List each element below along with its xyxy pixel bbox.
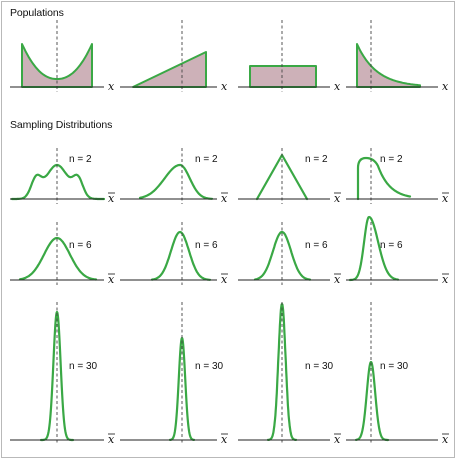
sampling-n30-col4-n-label: n = 30	[380, 361, 409, 372]
sampling-n2-col1-curve	[10, 163, 106, 201]
sampling-n2-col2-axis-label: x	[221, 192, 228, 205]
population-uniform-curve	[249, 65, 317, 88]
population-increasing-linear-curve	[132, 51, 207, 88]
sampling-n6-col3-axis-label: x	[334, 273, 341, 286]
sampling-n2-col1-axis-label: x	[108, 192, 115, 205]
sampling-n30-col4-axis-label: x	[442, 433, 449, 446]
sampling-n30-col4-curve	[354, 361, 390, 442]
sampling-n30-col1-n-label: n = 30	[69, 361, 98, 372]
populations-header: Populations	[10, 7, 64, 19]
sampling-n30-col1-curve	[39, 310, 75, 442]
sampling-n2-col4-curve	[356, 156, 412, 201]
population-u-shaped-curve	[21, 43, 93, 88]
population-uniform-axis-label: x	[334, 80, 341, 93]
sampling-n6-col2-n-label: n = 6	[195, 240, 218, 251]
sampling-n2-col3-axis-label: x	[334, 192, 341, 205]
sampling-n6-col3-curve	[253, 230, 312, 281]
sampling-n6-col4-axis-label: x	[442, 273, 449, 286]
population-u-shaped-axis-label: x	[108, 80, 115, 93]
sampling-n2-col3-n-label: n = 2	[305, 154, 328, 165]
sampling-n6-col4-curve	[348, 215, 400, 282]
sampling-n30-col2-n-label: n = 30	[195, 361, 224, 372]
sampling-n6-col2-axis-label: x	[221, 273, 228, 286]
sampling-n30-col1-axis-label: x	[108, 433, 115, 446]
sampling-n2-col2-n-label: n = 2	[195, 154, 218, 165]
sampling-n30-col3-n-label: n = 30	[305, 361, 334, 372]
sampling-n6-col1-curve	[18, 236, 98, 281]
sampling-n6-col3-n-label: n = 6	[305, 240, 328, 251]
sampling-n2-col4-axis-label: x	[442, 192, 449, 205]
sampling-n6-col1-n-label: n = 6	[69, 240, 92, 251]
sampling-n2-col4-n-label: n = 2	[380, 154, 403, 165]
sampling-n2-col2-curve	[138, 163, 214, 200]
sampling-n6-col1-axis-label: x	[108, 273, 115, 286]
sampling-n2-col1-n-label: n = 2	[69, 154, 92, 165]
sampling-distributions-header: Sampling Distributions	[10, 119, 113, 131]
sampling-n30-col2-axis-label: x	[221, 433, 228, 446]
sampling-n6-col4-n-label: n = 6	[380, 240, 403, 251]
population-exponential-decreasing-axis-label: x	[442, 80, 449, 93]
sampling-n30-col3-axis-label: x	[334, 433, 341, 446]
sampling-n6-col2-curve	[150, 230, 212, 281]
population-exponential-decreasing-curve	[356, 43, 421, 88]
population-increasing-linear-axis-label: x	[221, 80, 228, 93]
